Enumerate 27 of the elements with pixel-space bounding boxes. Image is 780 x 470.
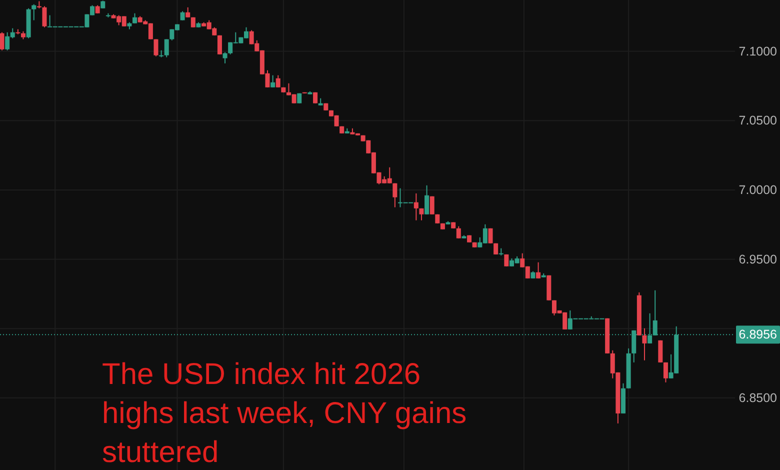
candlestick (222, 52, 228, 64)
candlestick (164, 38, 169, 58)
candlestick (488, 228, 493, 244)
candlestick (276, 74, 280, 88)
y-tick-label: 6.9500 (738, 252, 778, 266)
candlestick (663, 362, 668, 383)
candlestick (32, 4, 36, 21)
candlestick (456, 226, 461, 239)
y-tick-label: 6.8500 (738, 390, 778, 405)
candlestick (414, 192, 418, 221)
y-tick-label: 7.1000 (738, 44, 778, 58)
annotation: The USD index hit 2026 highs last week, CNY gains stuttered (102, 358, 467, 469)
candlestick (154, 38, 158, 57)
candlestick (430, 196, 434, 215)
candlestick (424, 184, 430, 215)
candlestick (658, 340, 663, 363)
candlestick (392, 182, 398, 208)
candlestick (186, 6, 190, 18)
y-tick-label: 7.0000 (738, 182, 778, 197)
candlestick (42, 6, 47, 28)
candlestick (536, 262, 541, 279)
candlestick (0, 32, 4, 51)
candlestick (132, 12, 138, 24)
candlestick (217, 34, 222, 55)
candlestick (642, 328, 647, 361)
y-tick-label: 7.0500 (738, 114, 778, 128)
candlestick (270, 74, 276, 88)
